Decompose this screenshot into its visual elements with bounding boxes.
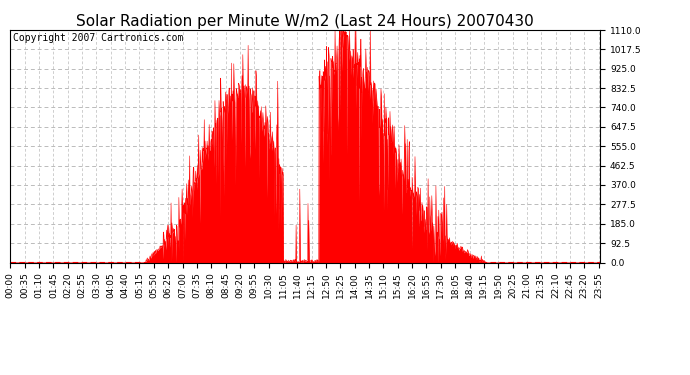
- Title: Solar Radiation per Minute W/m2 (Last 24 Hours) 20070430: Solar Radiation per Minute W/m2 (Last 24…: [77, 14, 534, 29]
- Text: Copyright 2007 Cartronics.com: Copyright 2007 Cartronics.com: [13, 33, 184, 44]
